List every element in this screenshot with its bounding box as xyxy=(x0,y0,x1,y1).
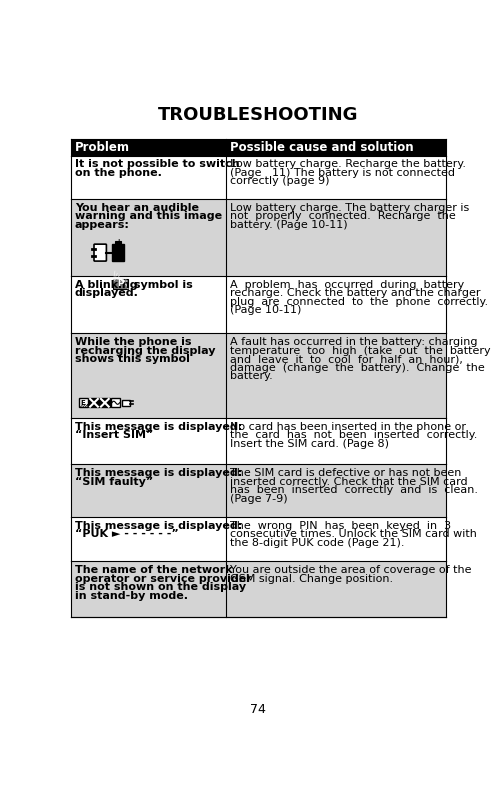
Text: symbol is: symbol is xyxy=(130,280,193,290)
Bar xyxy=(115,241,121,244)
Text: You are outside the area of coverage of the: You are outside the area of coverage of … xyxy=(230,565,472,575)
Text: Insert the SIM card. (Page 8): Insert the SIM card. (Page 8) xyxy=(230,439,389,449)
Text: Possible cause and solution: Possible cause and solution xyxy=(230,141,414,154)
Text: You hear an audible: You hear an audible xyxy=(75,202,199,213)
Text: Low battery charge. The battery charger is: Low battery charge. The battery charger … xyxy=(230,202,470,213)
Text: has  been  inserted  correctly  and  is  clean.: has been inserted correctly and is clean… xyxy=(230,485,478,495)
Text: A fault has occurred in the battery: charging: A fault has occurred in the battery: cha… xyxy=(230,337,478,347)
Text: is not shown on the display: is not shown on the display xyxy=(75,582,246,592)
Text: appears:: appears: xyxy=(75,219,130,230)
Text: (Page 7-9): (Page 7-9) xyxy=(230,493,288,504)
Bar xyxy=(71,138,446,155)
Bar xyxy=(71,561,446,616)
Bar xyxy=(71,464,446,517)
Text: battery.: battery. xyxy=(230,371,273,381)
Bar xyxy=(71,155,446,199)
Bar xyxy=(100,398,109,408)
Text: warning and this image: warning and this image xyxy=(75,211,222,221)
Text: temperature  too  high  (take  out  the  battery: temperature too high (take out the batte… xyxy=(230,345,491,356)
Text: This message is displayed:: This message is displayed: xyxy=(75,468,242,478)
Bar xyxy=(89,398,99,408)
Text: The  wrong  PIN  has  been  keyed  in  3: The wrong PIN has been keyed in 3 xyxy=(230,520,452,531)
Text: recharging the display: recharging the display xyxy=(75,345,215,356)
Text: damage  (change  the  battery).  Change  the: damage (change the battery). Change the xyxy=(230,362,485,373)
Bar xyxy=(79,398,88,408)
Text: +: + xyxy=(115,238,121,247)
Text: This message is displayed:: This message is displayed: xyxy=(75,422,242,432)
Text: “SIM faulty”: “SIM faulty” xyxy=(75,477,153,487)
Text: The name of the network: The name of the network xyxy=(75,565,232,575)
Text: plug  are  connected  to  the  phone  correctly.: plug are connected to the phone correctl… xyxy=(230,297,488,307)
Bar xyxy=(112,279,128,289)
Bar xyxy=(71,276,446,333)
Text: inserted correctly. Check that the SIM card: inserted correctly. Check that the SIM c… xyxy=(230,477,468,487)
Text: the  card  has  not  been  inserted  correctly.: the card has not been inserted correctly… xyxy=(230,430,478,440)
Text: Low battery charge. Recharge the battery.: Low battery charge. Recharge the battery… xyxy=(230,159,466,169)
Text: and  leave  it  to  cool  for  half  an  hour),: and leave it to cool for half an hour), xyxy=(230,354,463,364)
Text: This message is displayed:: This message is displayed: xyxy=(75,520,242,531)
Text: (Page   11) The battery is not connected: (Page 11) The battery is not connected xyxy=(230,168,455,178)
Text: No card has been inserted in the phone or: No card has been inserted in the phone o… xyxy=(230,422,466,432)
Text: TROUBLESHOOTING: TROUBLESHOOTING xyxy=(158,105,358,124)
Text: displayed.: displayed. xyxy=(75,288,139,298)
Text: consecutive times. Unlock the SIM card with: consecutive times. Unlock the SIM card w… xyxy=(230,529,477,539)
Bar xyxy=(112,244,124,261)
Bar xyxy=(111,398,120,408)
Text: It is not possible to switch: It is not possible to switch xyxy=(75,159,239,169)
Text: recharge. Check the battery and the charger: recharge. Check the battery and the char… xyxy=(230,288,481,298)
Text: “Insert SIM”: “Insert SIM” xyxy=(75,430,153,440)
Text: on the phone.: on the phone. xyxy=(75,168,161,178)
Text: shows this symbol: shows this symbol xyxy=(75,354,190,364)
Text: The SIM card is defective or has not been: The SIM card is defective or has not bee… xyxy=(230,468,462,478)
FancyBboxPatch shape xyxy=(94,244,106,261)
Text: 74: 74 xyxy=(250,703,266,716)
Text: in stand-by mode.: in stand-by mode. xyxy=(75,591,187,600)
Bar xyxy=(122,400,130,406)
Text: P: P xyxy=(117,279,123,288)
Text: GSM signal. Change position.: GSM signal. Change position. xyxy=(230,574,394,584)
Text: not  properly  connected.  Recharge  the: not properly connected. Recharge the xyxy=(230,211,456,221)
Text: “PUK ► - - - - - -”: “PUK ► - - - - - -” xyxy=(75,529,178,539)
Text: A  problem  has  occurred  during  battery: A problem has occurred during battery xyxy=(230,280,465,290)
Bar xyxy=(71,333,446,418)
Bar xyxy=(71,199,446,276)
Text: While the phone is: While the phone is xyxy=(75,337,191,347)
Text: A blinking: A blinking xyxy=(75,280,137,290)
Text: (Page 10-11): (Page 10-11) xyxy=(230,305,302,315)
Text: the 8-digit PUK code (Page 21).: the 8-digit PUK code (Page 21). xyxy=(230,537,405,548)
Text: battery. (Page 10-11): battery. (Page 10-11) xyxy=(230,219,348,230)
Text: Problem: Problem xyxy=(75,141,130,154)
Bar xyxy=(71,517,446,561)
Text: operator or service provider: operator or service provider xyxy=(75,574,251,584)
Bar xyxy=(71,418,446,464)
Text: E: E xyxy=(81,400,86,406)
Text: correctly (page 9): correctly (page 9) xyxy=(230,176,330,186)
